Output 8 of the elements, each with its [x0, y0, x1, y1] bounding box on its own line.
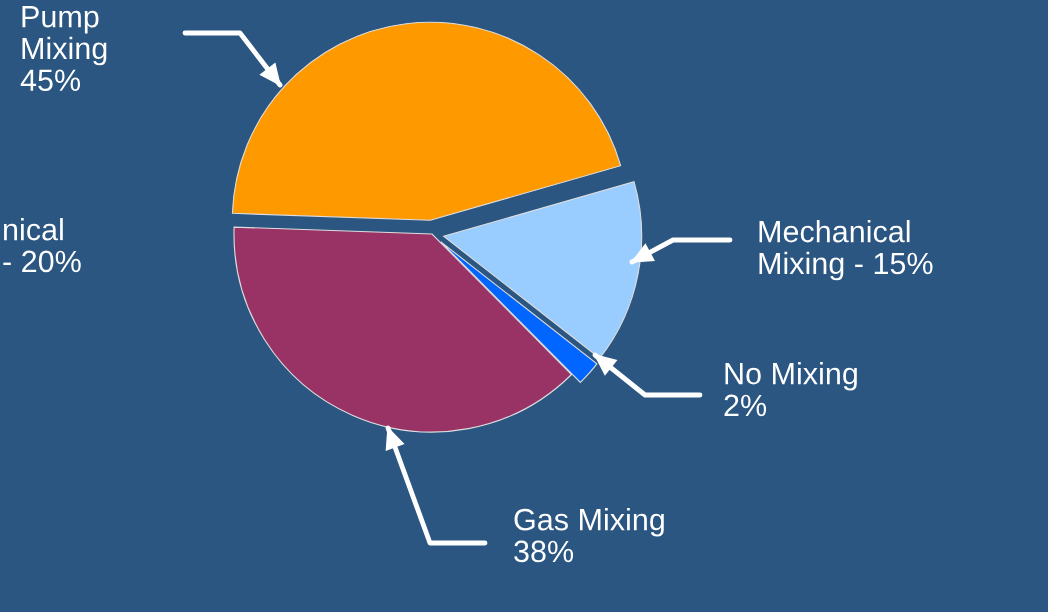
data-label: 45% — [20, 69, 81, 92]
data-label: 2% — [724, 394, 767, 417]
slice-label: Pump Mixing — [22, 6, 107, 66]
text: nical - 20% — [3, 218, 81, 273]
slice-label: Mechanical Mixing - 15% — [759, 220, 933, 281]
slice-label: No Mixing — [725, 362, 857, 391]
data-label: 38% — [514, 540, 574, 563]
slice-label: Gas Mixing — [514, 508, 664, 537]
